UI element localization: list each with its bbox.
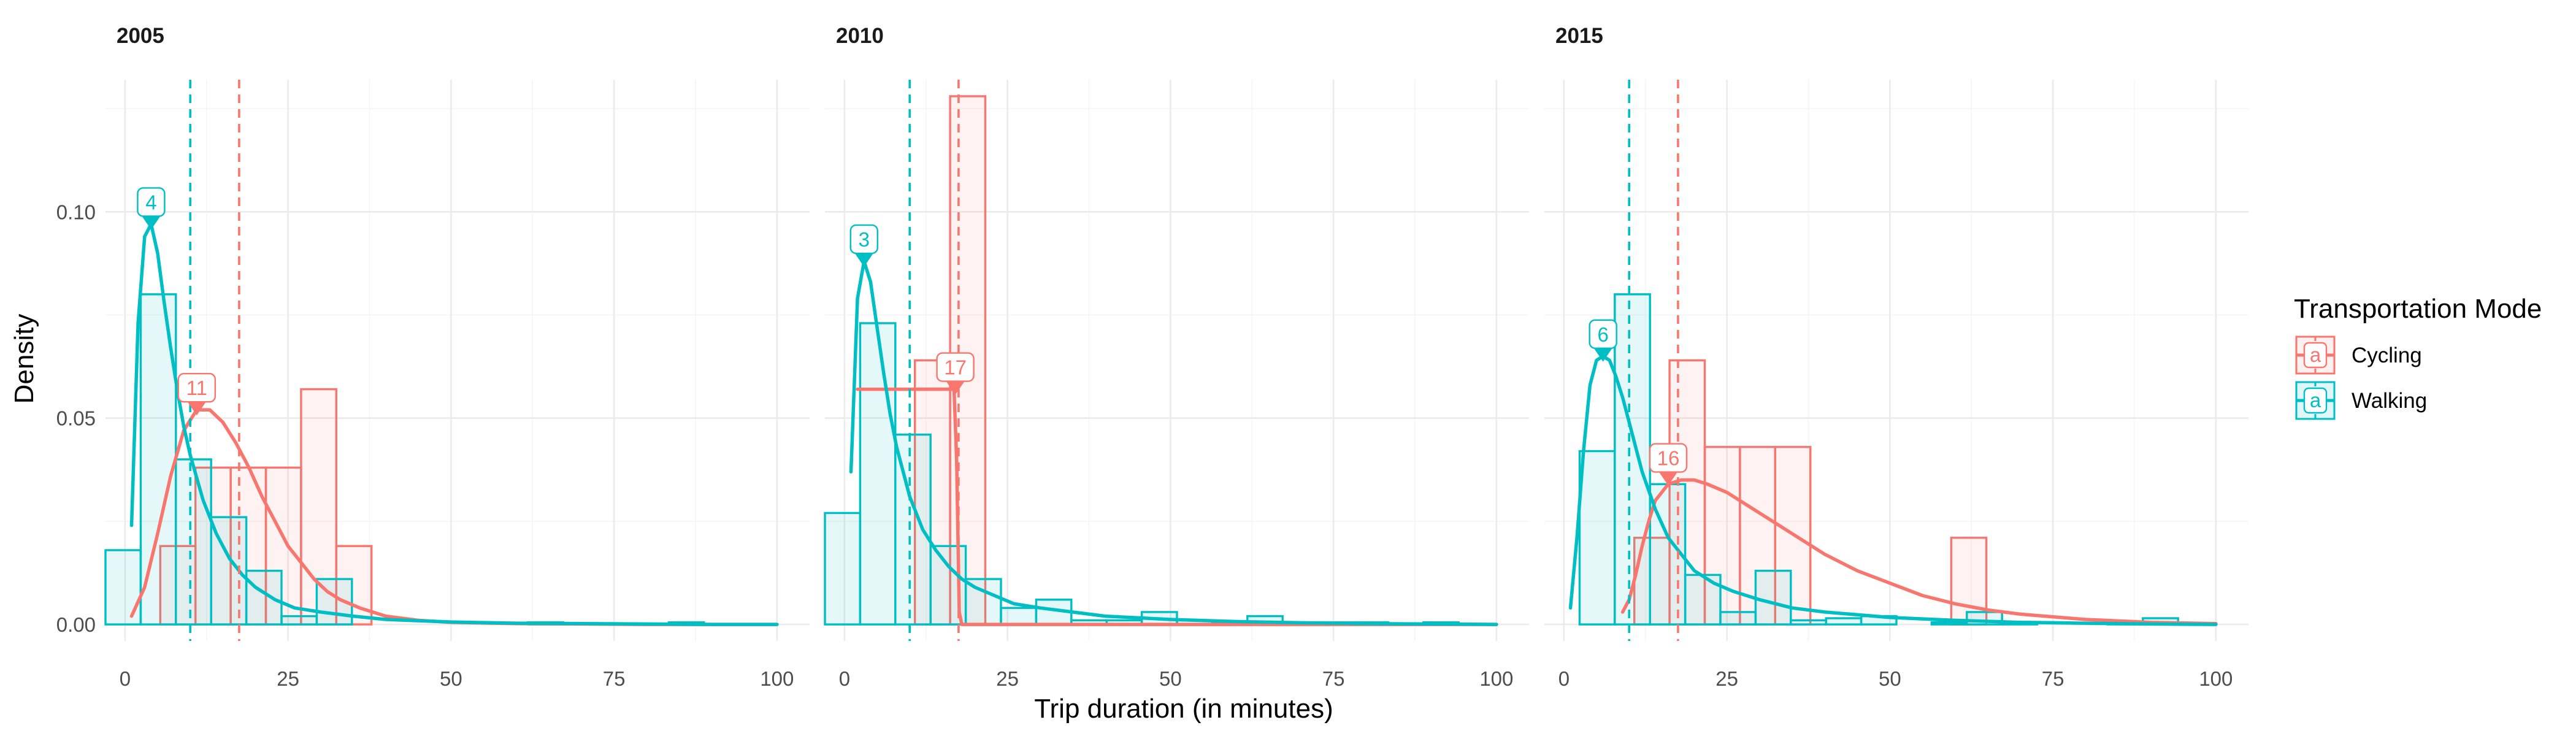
- x-tick-label: 50: [440, 667, 462, 690]
- density-curve-walking: [1568, 355, 2218, 626]
- y-tick-label: 0.05: [56, 407, 96, 430]
- histogram-bar-walking: [859, 322, 897, 626]
- x-tick-label: 100: [2199, 667, 2233, 690]
- x-tick-label: 0: [120, 667, 131, 690]
- histogram-bar-walking: [175, 458, 212, 626]
- peak-label-box-cycling: [1649, 443, 1688, 473]
- x-tick-label: 25: [1715, 667, 1738, 690]
- peak-marker-cycling: [946, 381, 965, 395]
- facet-panel-2015: 6 16 0 25 50 75 100 2015: [1544, 24, 2248, 690]
- x-tick-label: 75: [2042, 667, 2064, 690]
- peak-marker-walking: [854, 253, 873, 267]
- peak-label-walking: 3: [859, 228, 870, 251]
- legend-item-walking: a Walking: [2295, 381, 2427, 420]
- peak-label-box-walking: [1589, 319, 1617, 349]
- facet-strip-label: 2015: [1555, 24, 1603, 48]
- peak-label-cycling: 17: [944, 356, 967, 379]
- x-tick-label: 50: [1879, 667, 1901, 690]
- histogram-bar-walking: [1930, 621, 1968, 626]
- x-axis-title: Trip duration (in minutes): [1034, 694, 1333, 724]
- facet-panel-2005: 4 11 0 25 50 75 100 0.00 0.05 0.10 2005: [56, 24, 810, 690]
- y-tick-label: 0.10: [56, 201, 96, 223]
- peak-label-box-cycling: [177, 373, 217, 403]
- x-tick-label: 75: [603, 667, 626, 690]
- histogram-bar-walking: [280, 615, 318, 626]
- facet-panel-2010: 3 17 0 25 50 75 100 2010: [824, 24, 1529, 690]
- histogram-bar-walking: [245, 569, 283, 626]
- density-curve-walking: [129, 222, 779, 626]
- histogram-bar-cycling: [913, 359, 951, 626]
- facet-panels: 4 11 0 25 50 75 100 0.00 0.05 0.10 2005 3 17 0 25 50 75 1…: [56, 24, 2248, 690]
- histogram-bar-walking: [1719, 611, 1757, 626]
- histogram-bar-cycling: [1668, 359, 1706, 626]
- peak-label-box-walking: [137, 187, 166, 217]
- histogram-bar-walking: [1578, 450, 1616, 626]
- peak-label-box-walking: [849, 224, 878, 255]
- legend-key-glyph: a: [2310, 389, 2321, 412]
- x-tick-label: 0: [839, 667, 850, 690]
- legend-key-label-box: [2303, 342, 2328, 369]
- facet-strip-label: 2005: [117, 24, 164, 48]
- peak-label-cycling: 11: [186, 377, 207, 399]
- legend: Transportation Mode a Cycling a Walking: [2294, 294, 2542, 420]
- histogram-bar-walking: [1754, 569, 1792, 626]
- peak-marker-walking: [1593, 348, 1612, 362]
- legend-item-cycling: a Cycling: [2295, 335, 2422, 375]
- histogram-bar-walking: [1825, 617, 1863, 626]
- x-tick-label: 25: [996, 667, 1019, 690]
- density-curve-walking: [849, 259, 1498, 626]
- legend-key-label-box: [2303, 387, 2328, 414]
- histogram-bar-walking: [824, 512, 862, 626]
- histogram-bar-walking: [104, 549, 142, 626]
- legend-label: Cycling: [2352, 343, 2422, 367]
- peak-label-walking: 4: [145, 191, 156, 213]
- peak-label-cycling: 16: [1657, 447, 1680, 470]
- peak-marker-cycling: [1658, 472, 1677, 486]
- x-tick-label: 50: [1159, 667, 1182, 690]
- legend-key-glyph: a: [2310, 343, 2321, 366]
- histogram-bar-walking: [1790, 619, 1827, 626]
- legend-title: Transportation Mode: [2294, 294, 2542, 324]
- histogram-bar-walking: [1614, 293, 1651, 626]
- peak-label-box-cycling: [936, 352, 975, 382]
- y-axis-title: Density: [9, 314, 39, 404]
- x-tick-label: 75: [1322, 667, 1345, 690]
- x-tick-label: 0: [1558, 667, 1570, 690]
- peak-marker-walking: [142, 216, 161, 230]
- histogram-bar-walking: [1000, 607, 1038, 626]
- density-curve-cycling: [1620, 478, 2218, 626]
- peak-marker-cycling: [187, 402, 206, 416]
- y-tick-label: 0.00: [56, 613, 96, 636]
- x-tick-label: 100: [1479, 667, 1513, 690]
- legend-label: Walking: [2352, 389, 2427, 413]
- x-tick-label: 25: [277, 667, 299, 690]
- facet-strip-label: 2010: [836, 24, 884, 48]
- peak-label-walking: 6: [1597, 323, 1608, 346]
- x-tick-label: 100: [760, 667, 794, 690]
